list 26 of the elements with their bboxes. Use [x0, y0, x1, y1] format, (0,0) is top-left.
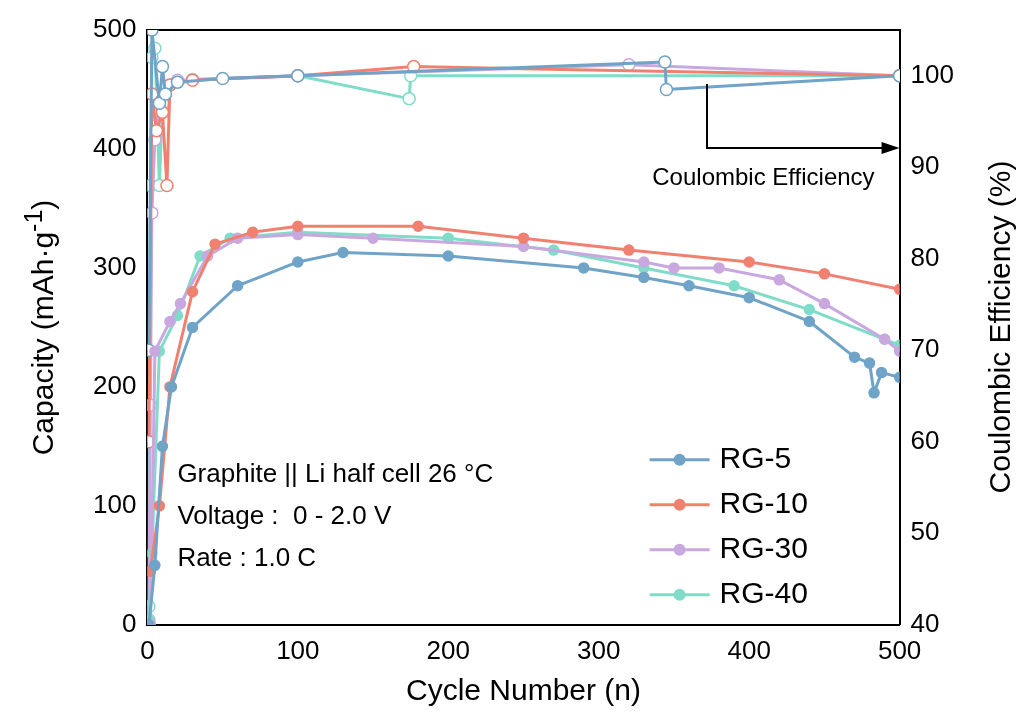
y-tick-label: 500	[92, 13, 137, 44]
annotation: Rate : 1.0 C	[177, 541, 317, 572]
x-tick-label: 200	[426, 634, 470, 665]
y2-tick-label: 50	[910, 516, 940, 547]
legend-label: RG-30	[719, 531, 808, 565]
x-tick-label: 100	[276, 634, 320, 665]
y2-axis-title: Coulombic Efficiency (%)	[982, 160, 1017, 494]
y-tick-label: 200	[92, 370, 137, 401]
legend-label: RG-10	[719, 486, 808, 520]
x-tick-label: 300	[577, 634, 621, 665]
y2-tick-label: 90	[910, 150, 940, 181]
y-tick-label: 300	[92, 251, 137, 282]
annotation: Graphite || Li half cell 26 °C	[177, 457, 494, 488]
annotation: Coulombic Efficiency	[652, 163, 875, 191]
y2-tick-label: 60	[910, 424, 940, 455]
y2-tick-label: 70	[910, 333, 940, 364]
y-tick-label: 400	[92, 132, 137, 163]
y2-tick-label: 80	[910, 241, 940, 272]
x-tick-label: 400	[727, 634, 771, 665]
annotation: Voltage : 0 - 2.0 V	[177, 499, 392, 530]
y-tick-label: 0	[121, 607, 137, 638]
y-tick-label: 100	[92, 489, 137, 520]
legend-label: RG-40	[719, 576, 808, 610]
y2-tick-label: 100	[910, 58, 955, 89]
legend-label: RG-5	[719, 441, 792, 475]
x-axis-title: Cycle Number (n)	[405, 673, 642, 707]
